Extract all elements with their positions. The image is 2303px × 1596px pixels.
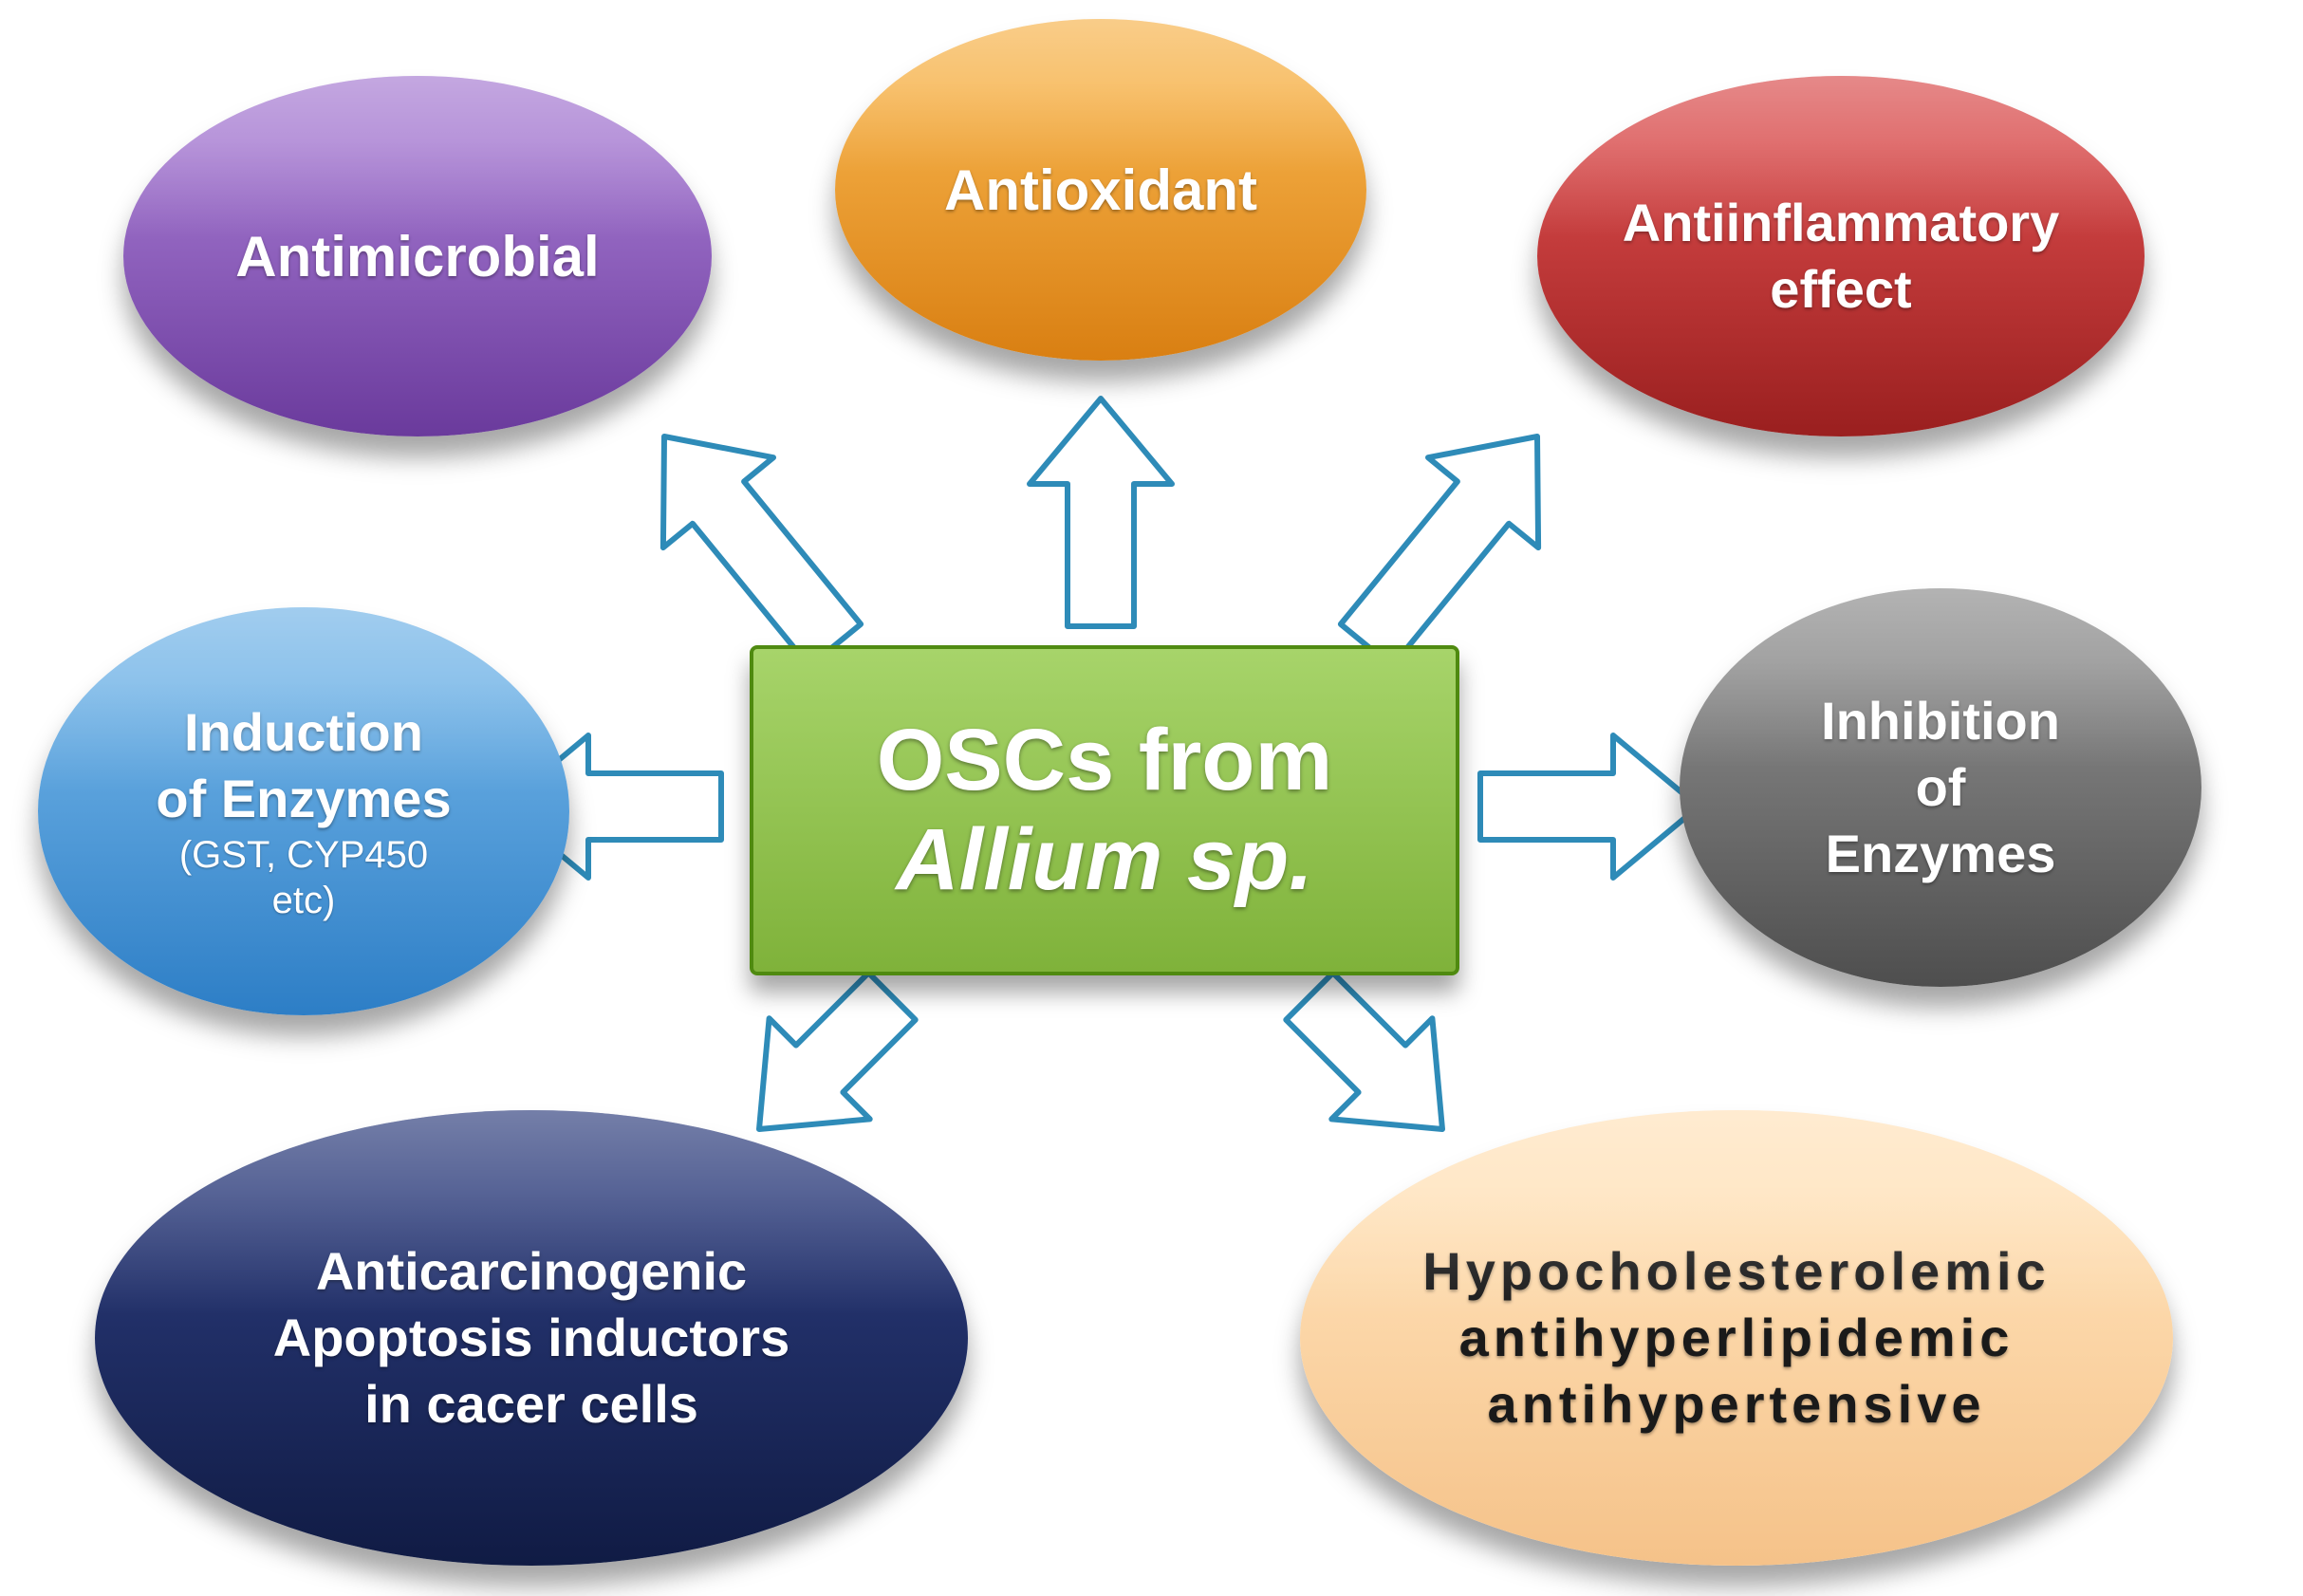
node-antimicrobial: Antimicrobial (123, 76, 712, 436)
arrow-to-antimicrobial (663, 436, 861, 666)
arrow-to-anticarcinogenic (759, 973, 916, 1129)
center-line1: OSCs from (877, 711, 1333, 810)
arrow-to-inhibition (1480, 735, 1699, 878)
node-induction: Inductionof Enzymes(GST, CYP450etc) (38, 607, 569, 1015)
node-antiinflammatory-title: effect (1770, 256, 1911, 323)
center-box: OSCs from Allium sp. (750, 645, 1459, 975)
node-induction-title: Induction (184, 699, 423, 766)
node-inhibition-title: Inhibition (1821, 688, 2060, 754)
node-inhibition-title: Enzymes (1826, 821, 2056, 887)
arrow-to-hypocholesterolemic (1286, 973, 1442, 1129)
node-antiinflammatory: Antiinflammatoryeffect (1537, 76, 2145, 436)
node-induction-sub: etc) (272, 878, 336, 923)
node-antioxidant: Antioxidant (835, 19, 1366, 361)
node-inhibition-title: of (1916, 754, 1966, 821)
arrow-to-antiinflammatory (1341, 436, 1538, 666)
node-inhibition: InhibitionofEnzymes (1680, 588, 2201, 987)
node-hypocholesterolemic: Hypocholesterolemicantihyperlipidemicant… (1300, 1110, 2173, 1566)
diagram-stage: OSCs from Allium sp. Antimicrobial Antiox… (0, 0, 2303, 1596)
node-anticarcinogenic-title: in cacer cells (364, 1371, 698, 1438)
node-hypocholesterolemic-title: antihyperlipidemic (1459, 1305, 2015, 1371)
center-line2: Allium sp. (896, 810, 1313, 910)
node-hypocholesterolemic-title: Hypocholesterolemic (1422, 1238, 2050, 1305)
arrow-to-antioxidant (1030, 399, 1172, 626)
node-anticarcinogenic: AnticarcinogenicApoptosis inductorsin ca… (95, 1110, 968, 1566)
node-antioxidant-title: Antioxidant (944, 155, 1257, 226)
node-antimicrobial-title: Antimicrobial (235, 221, 599, 292)
node-induction-title: of Enzymes (156, 766, 451, 832)
node-anticarcinogenic-title: Anticarcinogenic (316, 1238, 747, 1305)
node-induction-sub: (GST, CYP450 (179, 832, 428, 878)
node-hypocholesterolemic-title: antihypertensive (1487, 1371, 1985, 1438)
node-anticarcinogenic-title: Apoptosis inductors (273, 1305, 789, 1371)
node-antiinflammatory-title: Antiinflammatory (1623, 190, 2060, 256)
